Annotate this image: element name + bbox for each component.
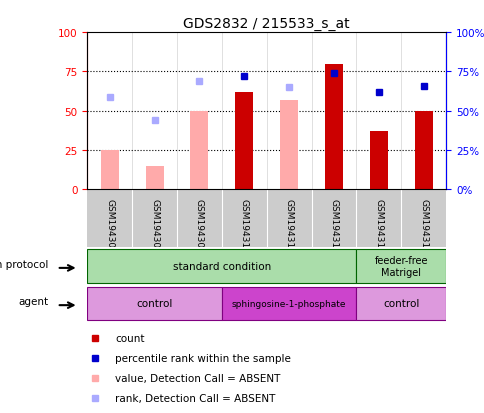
Bar	[414, 112, 432, 190]
Bar	[101, 151, 119, 190]
Text: GSM194311: GSM194311	[284, 199, 293, 254]
Text: GSM194310: GSM194310	[239, 199, 248, 254]
Text: GSM194313: GSM194313	[374, 199, 383, 254]
Text: sphingosine-1-phosphate: sphingosine-1-phosphate	[231, 299, 346, 308]
Text: GSM194308: GSM194308	[150, 199, 159, 254]
FancyBboxPatch shape	[87, 249, 356, 283]
Text: rank, Detection Call = ABSENT: rank, Detection Call = ABSENT	[115, 394, 275, 404]
Text: control: control	[136, 299, 172, 309]
Bar	[369, 132, 387, 190]
Text: GSM194307: GSM194307	[105, 199, 114, 254]
Text: GSM194309: GSM194309	[195, 199, 204, 254]
Bar	[280, 100, 298, 190]
Text: control: control	[382, 299, 419, 309]
FancyBboxPatch shape	[87, 287, 221, 320]
Text: growth protocol: growth protocol	[0, 259, 48, 270]
Text: percentile rank within the sample: percentile rank within the sample	[115, 354, 290, 363]
Bar	[235, 93, 253, 190]
Text: count: count	[115, 334, 144, 344]
Text: GSM194314: GSM194314	[418, 199, 427, 253]
Text: value, Detection Call = ABSENT: value, Detection Call = ABSENT	[115, 373, 280, 383]
Bar	[190, 112, 208, 190]
Text: standard condition: standard condition	[172, 261, 271, 271]
Text: feeder-free
Matrigel: feeder-free Matrigel	[374, 256, 427, 277]
Text: agent: agent	[18, 297, 48, 307]
FancyBboxPatch shape	[356, 287, 445, 320]
Bar	[145, 166, 163, 190]
Bar	[324, 64, 342, 190]
FancyBboxPatch shape	[221, 287, 356, 320]
Text: GSM194312: GSM194312	[329, 199, 338, 253]
FancyBboxPatch shape	[356, 249, 445, 283]
Title: GDS2832 / 215533_s_at: GDS2832 / 215533_s_at	[183, 17, 349, 31]
